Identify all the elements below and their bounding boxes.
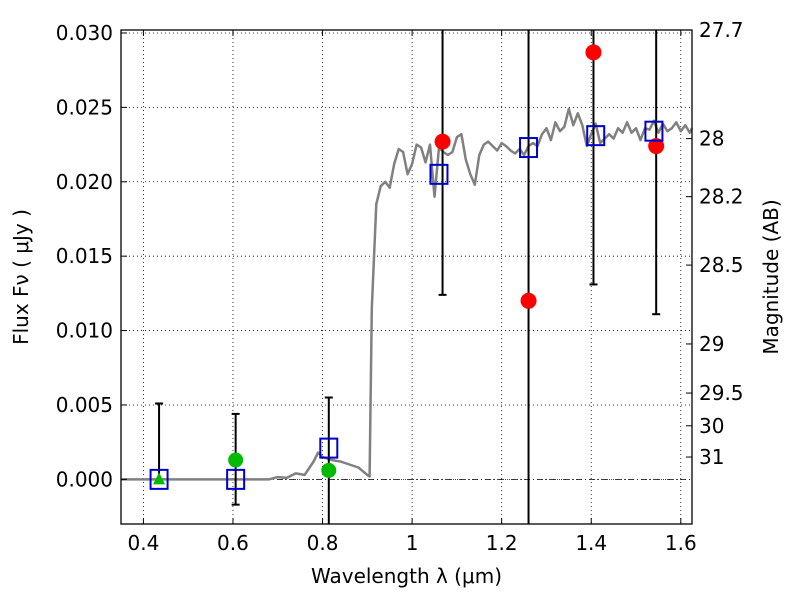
right-tick-label: 28 [699, 127, 724, 151]
errorbar-layer [155, 30, 661, 524]
model-square [586, 125, 606, 147]
right-tick-label: 27.7 [699, 18, 744, 42]
plot-frame [120, 29, 693, 525]
y-tick-label: 0.020 [56, 170, 113, 194]
x-tick-label: 0.4 [127, 531, 159, 555]
detection-point [585, 44, 602, 61]
x-tick-label: 1 [406, 531, 419, 555]
x-axis-label: Wavelength λ (μm) [311, 564, 502, 588]
right-tick-label: 29 [699, 332, 724, 356]
model-square [429, 163, 449, 185]
y-tick-label: 0.005 [56, 393, 113, 417]
detection-point [520, 292, 537, 309]
y-tick-label: 0.025 [56, 95, 113, 119]
y-tick-label: 0.030 [56, 21, 113, 45]
nondetection-point [321, 462, 337, 478]
model-square [644, 120, 664, 142]
nondetection-triangle [153, 472, 166, 485]
right-tick-label: 29.5 [699, 381, 744, 405]
model-square [149, 468, 169, 490]
x-tick-label: 1.6 [665, 531, 697, 555]
right-tick-label: 28.2 [699, 185, 744, 209]
right-tick-label: 28.5 [699, 253, 744, 277]
y-axis-ticks: 0.000 0.005 0.010 0.015 0.020 0.025 0.030 [56, 21, 127, 491]
right-tick-label: 30 [699, 414, 724, 438]
model-square [319, 437, 339, 459]
right-tick-label: 31 [699, 445, 724, 469]
detection-point [434, 133, 451, 150]
x-tick-label: 1.4 [575, 531, 607, 555]
marker-layer [149, 44, 665, 490]
x-tick-label: 1.2 [486, 531, 518, 555]
y-axis-label: Flux Fν ( μJy ) [9, 209, 33, 345]
y-tick-label: 0.010 [56, 319, 113, 343]
y-tick-label: 0.015 [56, 244, 113, 268]
detection-point [648, 138, 665, 155]
x-tick-label: 0.6 [217, 531, 249, 555]
template-line [121, 107, 694, 481]
nondetection-point [228, 452, 244, 468]
y-tick-label: 0.000 [56, 467, 113, 491]
x-axis-ticks: 0.4 0.6 0.8 1 1.2 1.4 1.6 [127, 30, 697, 555]
model-square [519, 137, 539, 159]
right-axis-label: Magnitude (AB) [759, 199, 783, 354]
template-layer [121, 107, 694, 481]
right-axis-ticks: 27.7 28 28.2 28.5 29 29.5 30 31 [686, 18, 744, 469]
model-square [226, 468, 246, 490]
x-tick-label: 0.8 [307, 531, 339, 555]
